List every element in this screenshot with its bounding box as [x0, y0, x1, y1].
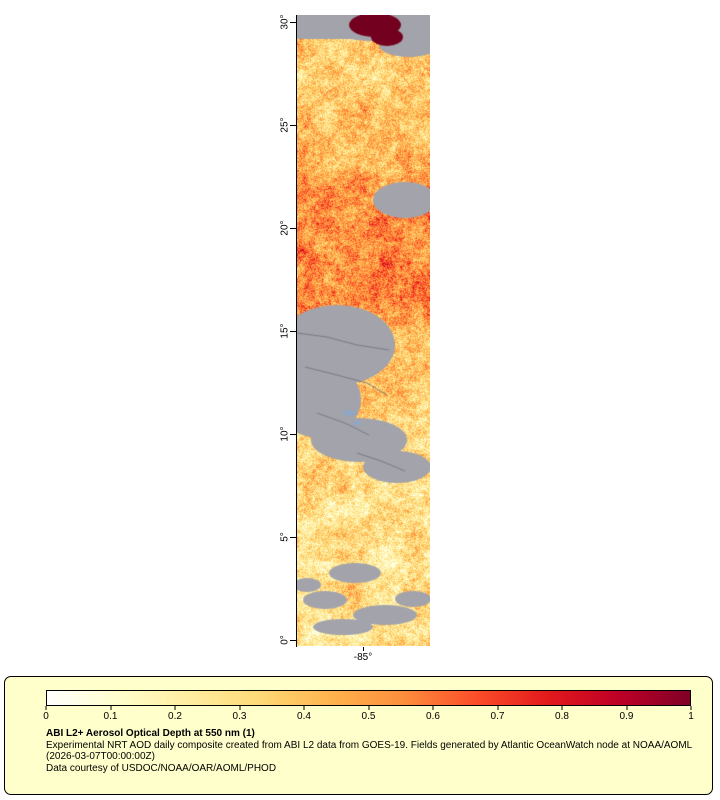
- colorbar-tick-label: 0.4: [297, 711, 311, 722]
- colorbar-tick: [303, 706, 305, 710]
- colorbar-tick-label: 0.7: [490, 711, 505, 722]
- latitude-tick-label: 0°: [279, 635, 291, 645]
- latitude-tick: [290, 434, 296, 435]
- colorbar-tick-label: 0.9: [619, 711, 634, 722]
- longitude-tick: [363, 647, 364, 651]
- latitude-tick-label: 20°: [279, 220, 291, 236]
- colorbar-tick-label: 0.6: [426, 711, 440, 722]
- latitude-tick: [290, 640, 296, 641]
- colorbar-tick: [432, 706, 434, 710]
- latitude-tick: [290, 331, 296, 332]
- latitude-tick: [290, 537, 296, 538]
- colorbar-tick: [497, 706, 498, 710]
- colorbar-tick-label: 0: [43, 711, 49, 722]
- latitude-axis: [296, 15, 297, 647]
- colorbar: [46, 690, 691, 706]
- colorbar-tick-label: 0.8: [555, 711, 569, 722]
- colorbar-tick-label: 0.3: [232, 711, 247, 722]
- colorbar-tick: [690, 706, 692, 710]
- colorbar-tick: [561, 706, 563, 710]
- legend-text-block: ABI L2+ Aerosol Optical Depth at 550 nm …: [46, 728, 698, 774]
- colorbar-tick: [110, 706, 111, 710]
- latitude-tick-label: 15°: [279, 323, 291, 339]
- latitude-tick: [290, 22, 296, 23]
- colorbar-tick: [174, 706, 176, 710]
- colorbar-tick-label: 0.5: [361, 711, 376, 722]
- legend-timestamp: (2026-03-07T00:00:00Z): [46, 751, 155, 762]
- legend-description: Experimental NRT AOD daily composite cre…: [46, 739, 693, 751]
- colorbar-tick: [45, 706, 47, 710]
- colorbar-tick-label: 0.1: [103, 711, 118, 722]
- colorbar-tick-label: 1: [688, 711, 694, 722]
- latitude-tick-label: 30°: [279, 14, 291, 30]
- latitude-tick: [290, 228, 296, 229]
- colorbar-tick: [626, 706, 627, 710]
- longitude-tick-label: -85°: [353, 652, 373, 663]
- legend-credit: Data courtesy of USDOC/NOAA/OAR/AOML/PHO…: [46, 762, 277, 774]
- legend-title: ABI L2+ Aerosol Optical Depth at 550 nm …: [46, 728, 255, 739]
- colorbar-ticks: [45, 706, 692, 711]
- colorbar-labels: 0 0.1 0.2 0.3 0.4 0.5 0.6 0.7 0.8 0.9 1: [43, 711, 694, 724]
- colorbar-tick-label: 0.2: [168, 711, 182, 722]
- latitude-tick: [290, 125, 296, 126]
- aod-raster: [297, 15, 430, 646]
- colorbar-tick: [368, 706, 369, 710]
- colorbar-tick: [239, 706, 240, 710]
- aod-map: 30° 25° 20° 15° 10° 5° 0° -85°: [279, 14, 430, 663]
- latitude-tick-label: 5°: [279, 532, 291, 542]
- latitude-tick-label: 25°: [279, 117, 291, 133]
- latitude-tick-label: 10°: [279, 426, 291, 442]
- legend-panel: 0 0.1 0.2 0.3 0.4 0.5 0.6 0.7 0.8 0.9 1 …: [4, 676, 713, 795]
